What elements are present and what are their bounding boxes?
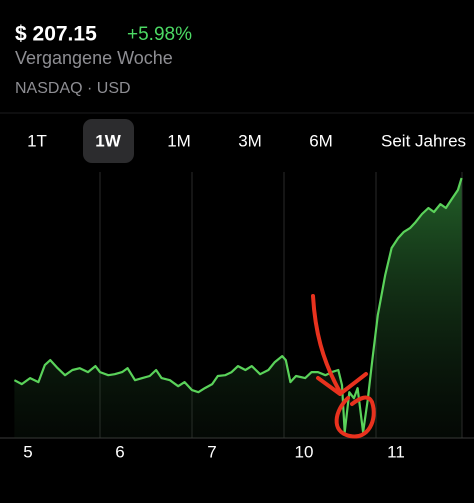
tab[interactable]: 1T: [27, 131, 47, 150]
tab-label[interactable]: 1W: [95, 131, 121, 150]
area: [14, 178, 462, 438]
price: $ 207.15: [15, 23, 97, 46]
x-tick-label: 5: [23, 442, 32, 461]
tab[interactable]: 1M: [167, 131, 191, 150]
tab[interactable]: 3M: [238, 131, 262, 150]
tab-label[interactable]: 3M: [238, 131, 262, 150]
x-tick-label: 6: [115, 442, 124, 461]
tab[interactable]: 6M: [309, 131, 333, 150]
change: +5.98%: [127, 24, 192, 45]
x-tick-label: 11: [387, 442, 405, 461]
tab-highlight: [83, 119, 134, 163]
tab-label[interactable]: 1M: [167, 131, 191, 150]
annotation-arrow: [311, 294, 342, 394]
period: Vergangene Woche: [15, 48, 173, 68]
exchange: NASDAQ · USD: [15, 80, 131, 97]
annotation: [311, 294, 376, 439]
tab[interactable]: Seit Jahres: [381, 131, 466, 150]
annotation-circle: [334, 395, 376, 439]
x-tick-label: 7: [207, 442, 216, 461]
tab[interactable]: 1W: [83, 119, 134, 163]
tab-label[interactable]: 6M: [309, 131, 333, 150]
tab-bar: 1T 1W 1M 3M 6M Seit Jahres: [27, 119, 466, 163]
tab-label[interactable]: 1T: [27, 131, 47, 150]
annotation-arrowhead: [316, 372, 368, 396]
chart: 5 6 7 10 11: [0, 172, 474, 461]
tab-label[interactable]: Seit Jahres: [381, 131, 466, 150]
x-tick-label: 10: [295, 442, 314, 461]
price-line: [13, 177, 463, 434]
